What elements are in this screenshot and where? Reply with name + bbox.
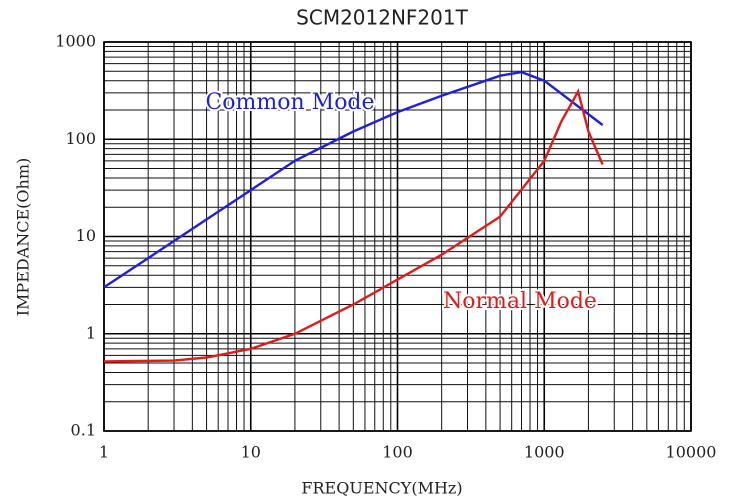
x-tick-label: 1 bbox=[99, 443, 109, 462]
series-label: Common Mode bbox=[205, 90, 374, 115]
y-tick-label: 100 bbox=[65, 129, 96, 148]
series-label: Normal Mode bbox=[443, 289, 597, 314]
y-axis-label: IMPEDANCE(Ohm) bbox=[14, 158, 33, 317]
chart-title: SCM2012NF201T bbox=[296, 6, 468, 30]
x-tick-label: 10000 bbox=[666, 443, 717, 462]
x-tick-label: 10 bbox=[241, 443, 261, 462]
y-tick-label: 10 bbox=[76, 226, 96, 245]
x-tick-label: 100 bbox=[382, 443, 413, 462]
y-tick-label: 1000 bbox=[55, 32, 96, 51]
x-axis-label: FREQUENCY(MHz) bbox=[301, 479, 462, 498]
data-line bbox=[103, 70, 604, 289]
y-tick-label: 0.1 bbox=[71, 421, 96, 440]
data-line bbox=[103, 88, 604, 363]
x-tick-label: 1000 bbox=[524, 443, 565, 462]
y-tick-label: 1 bbox=[86, 323, 96, 342]
plot-frame bbox=[103, 41, 692, 432]
